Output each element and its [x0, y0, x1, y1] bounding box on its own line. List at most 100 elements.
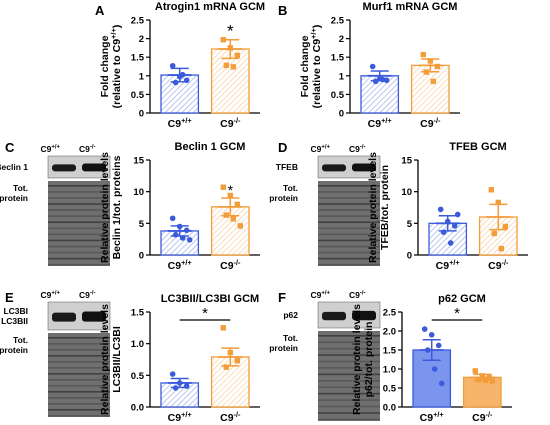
blot-p62-band [322, 311, 346, 321]
data-point [379, 76, 386, 83]
protein-band [318, 373, 380, 376]
chart-beclin1: Beclin 1 GCM Relative protein levels Becli… [99, 141, 260, 272]
y-tick-label: 0.5 [131, 90, 145, 101]
bar-wt [360, 75, 400, 114]
blot-beclin1-label: Beclin 1 [0, 162, 28, 172]
protein-band [48, 245, 110, 248]
data-point [234, 358, 240, 364]
blot-lane-label-ko: C9-/- [79, 144, 96, 154]
data-point [179, 71, 186, 78]
protein-band [318, 335, 380, 337]
blot-lane-label-wt: C9+/+ [311, 290, 331, 300]
data-point [183, 227, 190, 234]
protein-band [318, 245, 380, 248]
data-point [176, 223, 183, 230]
x-tick-label: C9-/- [220, 116, 241, 130]
significance-star: * [227, 22, 234, 41]
y-tick-label: 2.5 [131, 16, 145, 27]
protein-band [318, 227, 380, 230]
y-tick-label: 2.5 [383, 308, 397, 319]
protein-band [318, 399, 380, 401]
data-point [183, 383, 190, 389]
data-point [498, 245, 504, 252]
data-point [179, 235, 186, 241]
protein-band [318, 239, 380, 242]
protein-band [318, 203, 380, 205]
data-point [437, 206, 444, 213]
data-point [183, 77, 190, 84]
y-axis-label: LC3BII/LC3BI [111, 326, 123, 393]
data-point [451, 223, 458, 229]
data-point [423, 69, 429, 75]
blot-p62-tot-label: Tot. protein [269, 333, 298, 353]
x-tick-label: C9-/- [220, 410, 241, 424]
data-point [227, 349, 233, 356]
protein-band [318, 233, 380, 236]
protein-band [318, 412, 380, 414]
x-tick-label: C9+/+ [368, 116, 392, 130]
panel-letter-F: F [278, 290, 286, 305]
protein-band [48, 415, 110, 417]
y-tick-label: 2 [339, 34, 344, 45]
y-axis-label: (relative to C9+/+) [309, 25, 323, 109]
y-tick-label: 15 [401, 156, 412, 167]
data-point [444, 218, 451, 225]
y-axis-label: Relative protein levels [99, 304, 111, 415]
data-point [220, 184, 226, 190]
data-point [491, 230, 497, 237]
protein-band [318, 197, 380, 199]
protein-band [48, 343, 110, 345]
protein-band [48, 391, 110, 393]
blot-lane-label-wt: C9+/+ [41, 290, 61, 300]
protein-band [318, 221, 380, 224]
data-point [428, 332, 435, 338]
data-point [438, 380, 445, 387]
western-blots: C9+/+ C9-/- Beclin 1 Tot.protein C9+/+ C9-/- T… [0, 144, 381, 421]
blot-lc3b-band [82, 311, 106, 322]
data-point [489, 378, 495, 384]
y-axis-label: Relative protein levels [351, 304, 363, 415]
x-tick-label: C9-/- [472, 410, 493, 424]
y-tick-label: 0.5 [331, 90, 345, 101]
y-axis-label: Beclin 1/tot. proteins [111, 155, 123, 259]
protein-band [48, 257, 110, 260]
protein-band [48, 367, 110, 369]
blot-tfeb-band-strip [317, 155, 381, 179]
y-tick-label: 0 [139, 109, 144, 120]
protein-band [318, 367, 380, 369]
y-tick-label: 1.5 [131, 308, 145, 319]
data-point [172, 385, 179, 391]
chart-title: LC3BII/LC3BI GCM [161, 293, 259, 305]
data-point [227, 192, 233, 199]
y-tick-label: 15 [133, 156, 144, 167]
data-point [223, 364, 229, 370]
data-point [495, 199, 501, 206]
blot-lc3b-band [52, 312, 76, 322]
data-point [230, 64, 236, 70]
x-tick-label: C9+/+ [420, 410, 444, 424]
data-point [447, 240, 454, 246]
blot-lane-label-wt: C9+/+ [311, 144, 331, 154]
protein-band [318, 263, 380, 266]
blot-tfeb-tot-label: Tot. protein [269, 183, 298, 203]
data-point [176, 380, 183, 386]
bar-ko [210, 356, 250, 408]
chart-title: Murf1 mRNA GCM [363, 1, 458, 13]
blot-p62-band [352, 310, 376, 321]
protein-band [318, 191, 380, 193]
protein-band [48, 239, 110, 242]
panel-letter-D: D [278, 140, 287, 155]
data-point [488, 187, 494, 193]
protein-band [48, 233, 110, 236]
data-point [169, 215, 176, 222]
blot-lc3b-tot-label: Tot. protein [0, 335, 28, 355]
x-tick-label: C9-/- [488, 258, 509, 272]
protein-band [318, 392, 380, 395]
data-point [169, 62, 176, 69]
protein-band [318, 209, 380, 211]
protein-band [318, 257, 380, 260]
data-point [479, 373, 485, 379]
protein-band [48, 191, 110, 193]
blot-lane-label-wt: C9+/+ [41, 144, 61, 154]
blot-p62-label: p62 [283, 310, 298, 320]
